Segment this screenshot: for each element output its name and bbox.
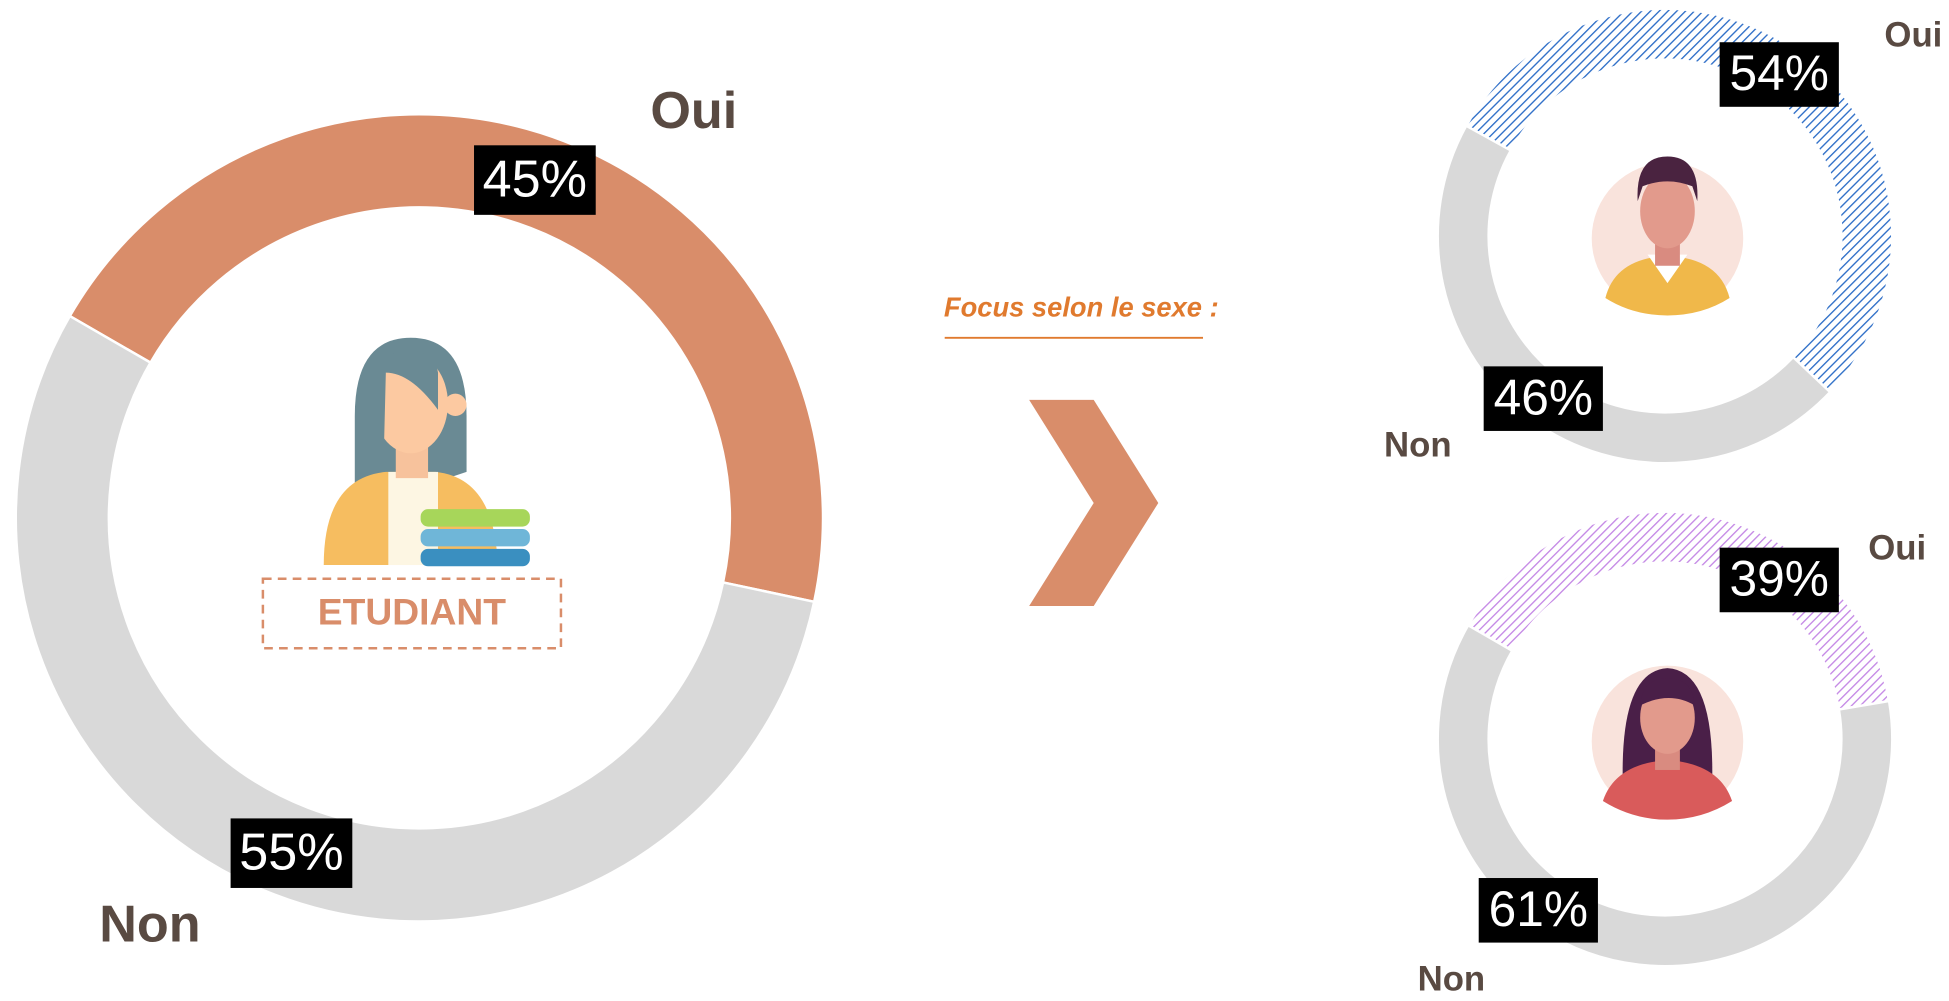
donut-slice: [68, 113, 825, 604]
value-label: 55%: [239, 823, 343, 881]
value-label: 54%: [1730, 45, 1829, 101]
category-label: Non: [1418, 960, 1486, 996]
man-avatar: [1591, 156, 1744, 316]
value-label-box: [1719, 42, 1839, 107]
student-icon: [323, 337, 530, 567]
value-label-box: [230, 818, 353, 888]
chevron: [1029, 399, 1159, 607]
category-label: Oui: [650, 82, 737, 140]
woman-avatar: [1591, 665, 1744, 820]
center-label-box: [261, 577, 563, 650]
category-label: Non: [1384, 426, 1452, 464]
value-label: 39%: [1730, 551, 1829, 607]
value-label-box: [1719, 547, 1839, 613]
value-label: 45%: [483, 150, 587, 208]
focus-label: Focus selon le sexe :: [944, 291, 1219, 322]
value-label-box: [1478, 878, 1598, 943]
category-label: Oui: [1884, 16, 1942, 54]
value-label: 46%: [1494, 369, 1593, 425]
category-label: Non: [99, 895, 200, 953]
value-label: 61%: [1489, 881, 1588, 937]
value-label-box: [474, 145, 596, 215]
value-label-box: [1483, 366, 1603, 431]
donut-slice: [14, 314, 816, 923]
category-label: Oui: [1868, 529, 1926, 567]
center-label: ETUDIANT: [318, 591, 507, 633]
